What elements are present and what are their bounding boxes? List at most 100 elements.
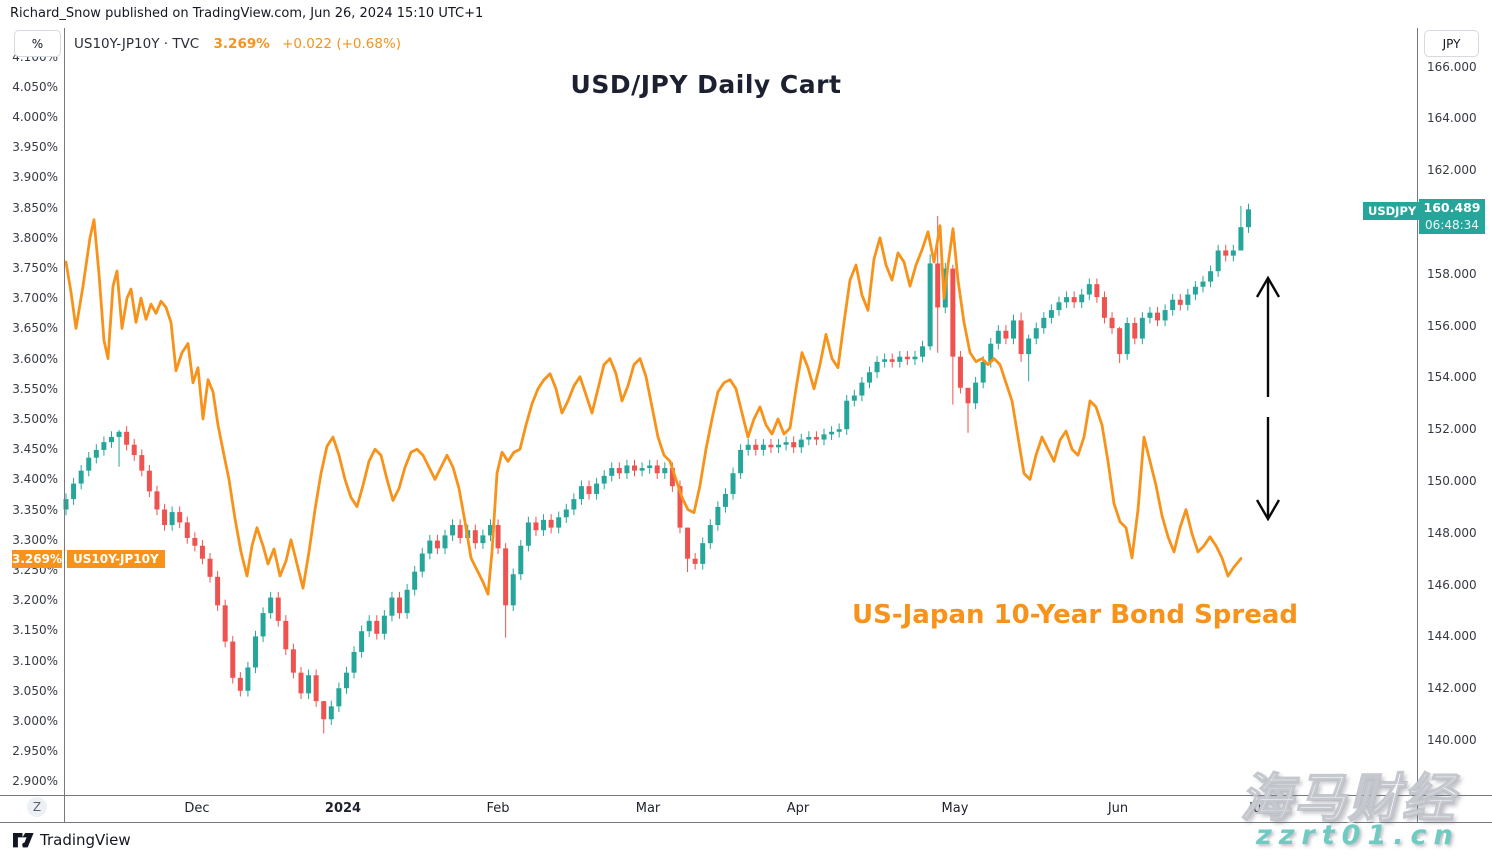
candle-body bbox=[639, 468, 645, 471]
candle-body bbox=[230, 641, 236, 678]
candle-body bbox=[647, 465, 653, 469]
candle-body bbox=[1048, 310, 1054, 318]
time-axis-label: Mar bbox=[635, 801, 661, 816]
candle-body bbox=[1079, 294, 1085, 303]
candle-body bbox=[275, 597, 281, 621]
candle-body bbox=[290, 649, 296, 673]
candle-body bbox=[503, 548, 509, 606]
candle-body bbox=[442, 535, 448, 549]
candle-body bbox=[1011, 320, 1016, 339]
candle-body bbox=[328, 706, 334, 720]
candle-body bbox=[677, 486, 683, 528]
candle-body bbox=[1223, 250, 1229, 256]
candle-body bbox=[1056, 302, 1062, 311]
candle-body bbox=[973, 382, 979, 404]
candle-body bbox=[381, 615, 387, 634]
candle-body bbox=[980, 361, 986, 383]
candle-body bbox=[510, 574, 516, 606]
bond-spread-line bbox=[64, 218, 1243, 596]
candle-body bbox=[487, 525, 493, 536]
candle-body bbox=[1018, 320, 1024, 355]
candle-body bbox=[1101, 297, 1107, 318]
candle-body bbox=[730, 473, 736, 494]
time-axis-bottom-border bbox=[0, 822, 1492, 823]
watermark-url-text: zzrt01.cn bbox=[1256, 820, 1460, 851]
up-arrow-head bbox=[1255, 275, 1281, 298]
candle-body bbox=[427, 540, 433, 554]
candle-body bbox=[1162, 310, 1168, 321]
candle-body bbox=[146, 470, 152, 492]
spread-annotation-text: US-Japan 10-Year Bond Spread bbox=[852, 600, 1299, 630]
candle-body bbox=[374, 620, 380, 634]
candle-body bbox=[836, 429, 842, 432]
candle-body bbox=[419, 553, 425, 572]
jpy-unit-button[interactable]: JPY bbox=[1424, 30, 1479, 57]
candle-body bbox=[889, 359, 895, 362]
candle-body bbox=[556, 517, 562, 528]
candle-body bbox=[874, 361, 880, 373]
candle-body bbox=[897, 356, 903, 362]
time-axis-label: Jun bbox=[1107, 801, 1129, 816]
candle-body bbox=[199, 545, 205, 559]
candle-body bbox=[253, 636, 258, 668]
candle-body bbox=[1177, 299, 1183, 305]
candle-body bbox=[434, 540, 440, 549]
candle-body bbox=[950, 268, 956, 357]
candle-body bbox=[162, 509, 168, 526]
candle-body bbox=[525, 522, 531, 546]
candle-body bbox=[298, 672, 304, 694]
candle-body bbox=[866, 372, 872, 383]
time-axis-label: 2024 bbox=[324, 801, 362, 816]
candle-body bbox=[268, 597, 274, 614]
left-axis-border bbox=[64, 28, 65, 822]
candle-body bbox=[844, 400, 850, 430]
time-axis-label: Dec bbox=[184, 801, 210, 816]
candle-body bbox=[397, 597, 403, 614]
candle-body bbox=[1117, 328, 1123, 355]
candle-body bbox=[821, 434, 827, 440]
candle-body bbox=[237, 677, 243, 691]
tradingview-brand[interactable]: TradingView bbox=[13, 831, 131, 849]
candle-body bbox=[1208, 271, 1214, 282]
candle-body bbox=[336, 688, 342, 707]
candle-body bbox=[192, 537, 198, 546]
candle-body bbox=[366, 620, 372, 632]
candle-body bbox=[359, 631, 365, 652]
candle-body bbox=[1094, 284, 1100, 298]
candle-body bbox=[571, 499, 577, 510]
timezone-button[interactable]: Z bbox=[27, 797, 47, 817]
candle-body bbox=[859, 382, 865, 396]
candle-body bbox=[215, 576, 221, 606]
candle-body bbox=[480, 535, 486, 544]
tradingview-brand-text: TradingView bbox=[40, 831, 131, 849]
candle-body bbox=[1109, 317, 1115, 329]
symbol-name[interactable]: US10Y-JP10Y · TVC bbox=[74, 36, 200, 52]
candle-body bbox=[86, 457, 92, 471]
time-axis-label: Feb bbox=[486, 801, 510, 816]
candle-body bbox=[829, 431, 835, 435]
range-arrows bbox=[1255, 275, 1281, 522]
candle-body bbox=[412, 571, 418, 590]
candle-body bbox=[389, 597, 395, 616]
down-arrow-head bbox=[1255, 499, 1281, 522]
candle-body bbox=[813, 436, 819, 440]
candle-body bbox=[912, 356, 918, 360]
percent-unit-button[interactable]: % bbox=[14, 30, 61, 57]
candle-body bbox=[616, 468, 622, 474]
candle-body bbox=[904, 356, 910, 360]
tradingview-logo-icon bbox=[13, 832, 34, 847]
candle-body bbox=[283, 620, 289, 650]
candle-body bbox=[1033, 328, 1039, 339]
symbol-change: +0.022 (+0.68%) bbox=[282, 36, 402, 52]
candle-body bbox=[685, 527, 691, 559]
spread-series-label: US10Y-JP10Y bbox=[67, 550, 165, 568]
candle-body bbox=[177, 512, 183, 523]
candle-body bbox=[654, 465, 660, 474]
candle-body bbox=[457, 525, 463, 538]
candle-body bbox=[1170, 299, 1176, 311]
candle-body bbox=[404, 589, 410, 614]
candle-body bbox=[184, 522, 190, 538]
candle-body bbox=[1064, 297, 1070, 303]
candle-body bbox=[533, 522, 539, 531]
